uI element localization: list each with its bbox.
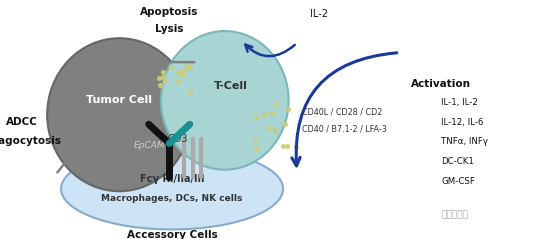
Text: TNFα, INFγ: TNFα, INFγ	[441, 137, 488, 147]
Text: Accessory Cells: Accessory Cells	[127, 230, 218, 239]
Point	[154, 76, 163, 80]
FancyArrowPatch shape	[57, 76, 79, 172]
Text: IL-1, IL-2: IL-1, IL-2	[441, 98, 478, 107]
Text: Tumor Cell: Tumor Cell	[87, 95, 152, 105]
Text: CD40L / CD28 / CD2: CD40L / CD28 / CD2	[302, 108, 383, 117]
Text: CD40 / B7.1-2 / LFA-3: CD40 / B7.1-2 / LFA-3	[302, 125, 387, 134]
Point	[265, 126, 274, 130]
Text: CD3: CD3	[168, 134, 188, 144]
Text: Activation: Activation	[411, 79, 471, 89]
Point	[181, 66, 190, 70]
Text: 基因药物汇: 基因药物汇	[442, 211, 468, 220]
Text: Apoptosis: Apoptosis	[140, 7, 199, 17]
Point	[166, 65, 175, 69]
Point	[280, 122, 289, 126]
Point	[174, 70, 183, 74]
Text: Lysis: Lysis	[155, 24, 184, 34]
Point	[155, 83, 164, 87]
Text: ADCC: ADCC	[6, 117, 38, 127]
Ellipse shape	[61, 148, 283, 229]
Point	[183, 64, 191, 67]
Text: T-Cell: T-Cell	[213, 81, 248, 91]
Point	[282, 144, 291, 148]
Text: Fcγ RI/IIa/III: Fcγ RI/IIa/III	[140, 174, 204, 184]
FancyArrowPatch shape	[245, 45, 295, 56]
Point	[251, 146, 260, 150]
FancyArrowPatch shape	[292, 53, 397, 166]
Text: GM-CSF: GM-CSF	[441, 177, 475, 186]
Text: IL-2: IL-2	[310, 9, 328, 19]
Point	[161, 79, 170, 82]
Text: EpCAM: EpCAM	[134, 141, 165, 150]
Point	[251, 137, 260, 141]
Text: Phagocytosis: Phagocytosis	[0, 136, 61, 146]
Text: DC-CK1: DC-CK1	[441, 157, 474, 166]
Ellipse shape	[161, 31, 289, 170]
Point	[185, 65, 194, 69]
Text: IL-12, IL-6: IL-12, IL-6	[441, 118, 483, 127]
Point	[174, 79, 183, 83]
Point	[178, 70, 187, 74]
Point	[159, 70, 168, 74]
Point	[251, 115, 260, 119]
Point	[272, 102, 281, 106]
Point	[278, 144, 287, 148]
Point	[268, 111, 276, 115]
Ellipse shape	[47, 38, 191, 191]
Point	[186, 90, 195, 93]
Point	[284, 107, 292, 111]
Point	[270, 130, 279, 133]
Point	[260, 112, 269, 116]
Point	[159, 75, 168, 79]
Point	[291, 145, 300, 149]
Point	[270, 127, 279, 131]
Point	[177, 73, 186, 76]
Text: Macrophages, DCs, NK cells: Macrophages, DCs, NK cells	[102, 194, 243, 203]
